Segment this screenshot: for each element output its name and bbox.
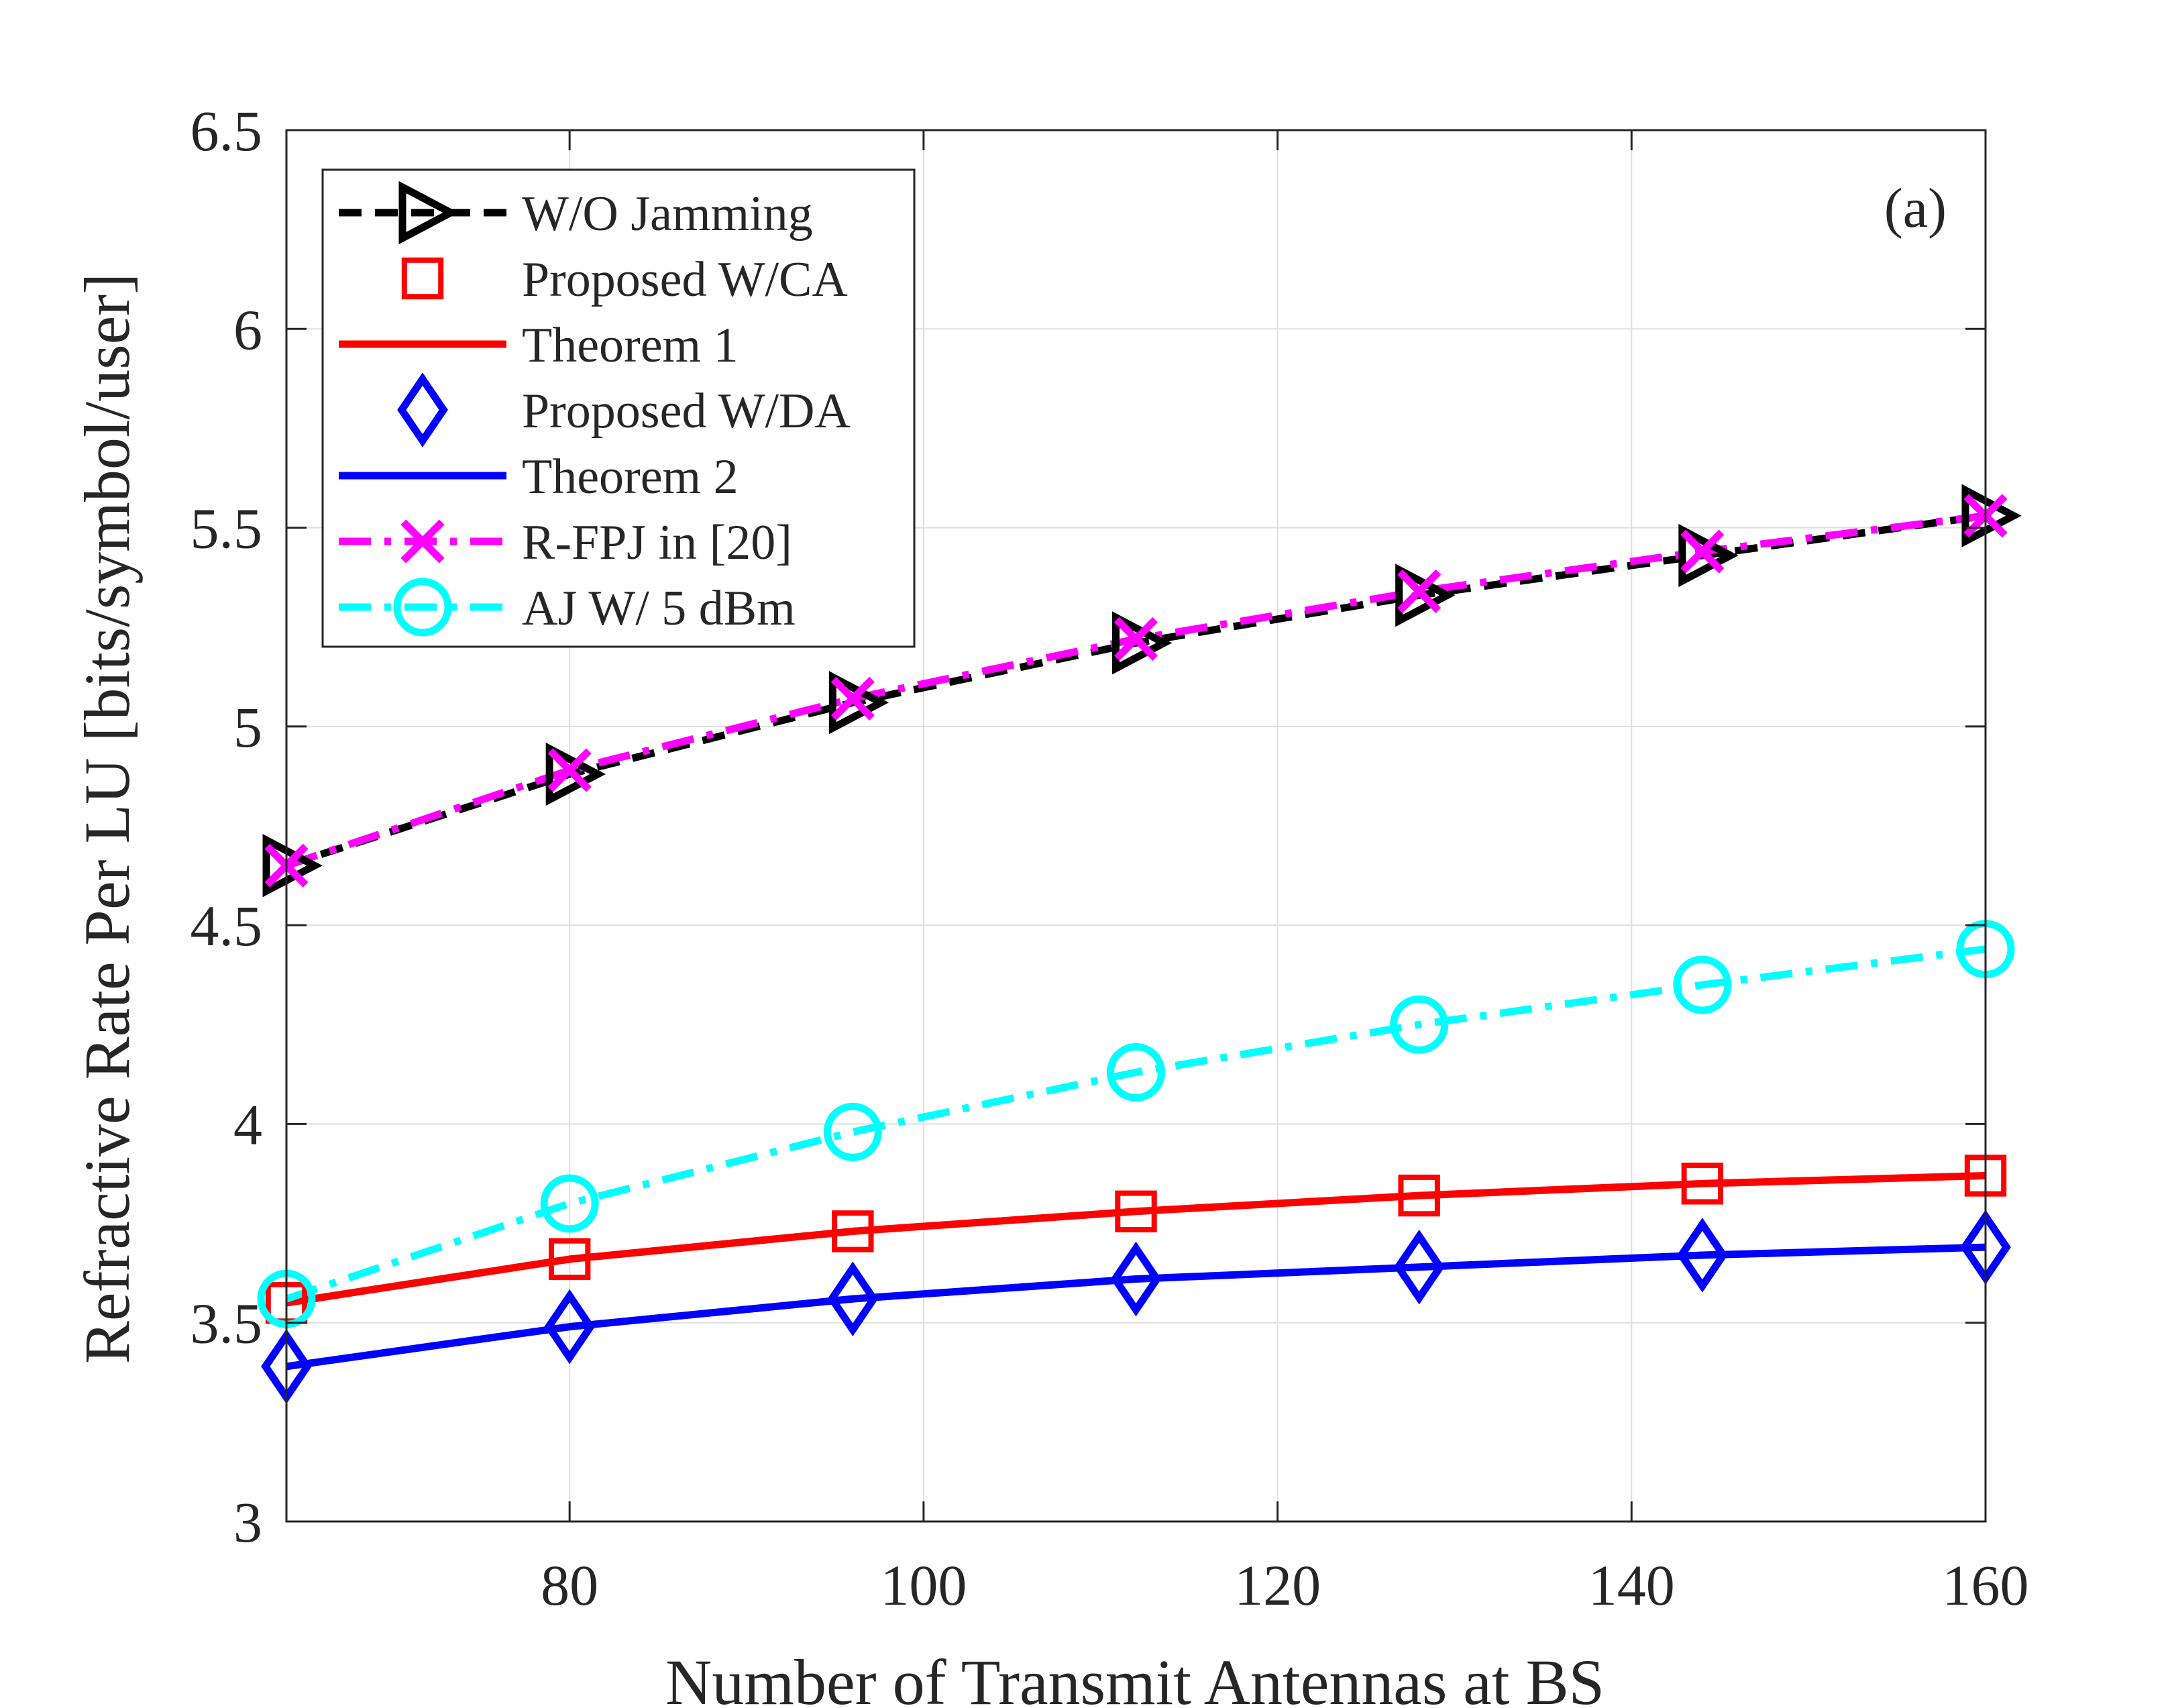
x-marker	[400, 519, 445, 564]
x-marker	[830, 676, 875, 720]
y-tick-label: 3	[233, 1490, 262, 1554]
x-marker	[1680, 529, 1725, 574]
panel-label: (a)	[1884, 177, 1947, 239]
circle-marker	[1107, 1043, 1165, 1102]
diamond-marker	[1676, 1218, 1728, 1293]
x-tick-label: 80	[541, 1553, 598, 1617]
diamond-marker	[397, 372, 448, 447]
y-axis-label: Refractive Rate Per LU [bits/symbol/user…	[71, 273, 143, 1364]
circle-marker	[1390, 995, 1449, 1054]
x-tick-label: 120	[1234, 1553, 1321, 1617]
legend-label-4: Theorem 2	[522, 449, 739, 504]
x-axis-label: Number of Transmit Antennas at BS	[665, 1646, 1605, 1708]
y-tick-label: 3.5	[191, 1291, 263, 1356]
x-marker	[1114, 617, 1158, 661]
x-marker	[547, 748, 592, 792]
circle-marker	[393, 578, 452, 637]
square-marker	[401, 257, 444, 300]
y-tick-label: 4.5	[191, 894, 263, 958]
diamond-marker	[827, 1261, 879, 1336]
x-tick-label: 160	[1943, 1553, 2029, 1617]
axis-ticks	[286, 129, 1987, 1523]
square-marker	[548, 1238, 591, 1281]
legend-label-6: AJ W/ 5 dBm	[522, 581, 796, 636]
diamond-marker	[544, 1289, 596, 1365]
y-tick-label: 5.5	[191, 496, 263, 561]
legend-label-3: Proposed W/DA	[522, 384, 851, 439]
triangle-marker	[398, 180, 459, 245]
circle-marker	[823, 1102, 882, 1161]
x-tick-label: 100	[880, 1553, 967, 1617]
circle-marker	[1673, 955, 1732, 1014]
legend-label-5: R-FPJ in [20]	[522, 515, 792, 570]
square-marker	[1681, 1163, 1724, 1205]
y-tick-label: 6	[233, 297, 262, 362]
square-marker	[1115, 1190, 1157, 1232]
legend: W/O Jamming Proposed W/CA Theorem 1 Propose…	[321, 168, 916, 648]
legend-label-0: W/O Jamming	[522, 186, 813, 242]
x-tick-labels: 80 100 120 140 160	[541, 1553, 2028, 1617]
series-line-6	[285, 945, 1986, 1303]
legend-label-1: Proposed W/CA	[522, 252, 848, 307]
diamond-marker	[1110, 1241, 1162, 1317]
diamond-marker	[1393, 1229, 1445, 1305]
series-markers	[257, 484, 2022, 1404]
x-marker	[1397, 569, 1442, 613]
square-marker	[832, 1210, 874, 1252]
legend-box	[321, 168, 916, 648]
x-tick-label: 140	[1588, 1553, 1675, 1617]
series-line-4	[286, 1243, 1986, 1371]
series-line-2	[286, 1171, 1986, 1307]
triangle-marker	[1961, 484, 2022, 547]
circle-marker	[540, 1174, 599, 1233]
y-tick-label: 6.5	[191, 99, 263, 163]
legend-label-2: Theorem 1	[522, 318, 739, 373]
triangle-marker	[262, 834, 323, 898]
y-tick-label: 5	[233, 695, 262, 759]
y-tick-label: 4	[233, 1092, 262, 1157]
y-tick-labels: 3 3.5 4 4.5 5 5.5 6 6.5	[191, 99, 263, 1554]
square-marker	[1398, 1174, 1440, 1217]
plot-frame	[285, 129, 1987, 1523]
